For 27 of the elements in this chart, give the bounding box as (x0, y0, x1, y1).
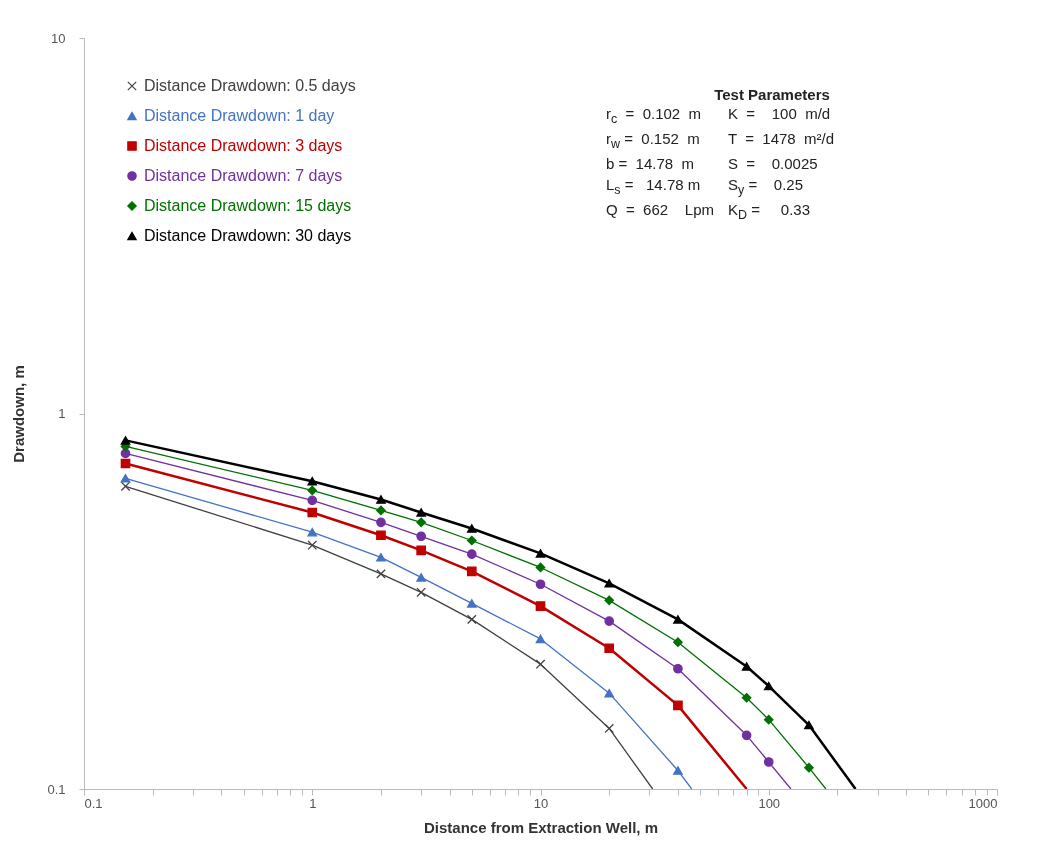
x-axis-title: Distance from Extraction Well, m (424, 818, 658, 836)
annotation: r$_{w}$ = 0.152 m (606, 130, 701, 151)
annotation: T = 1478 m²/d (728, 130, 836, 149)
legend-label: Distance Drawdown: 3 days (144, 137, 343, 154)
legend-label: Distance Drawdown: 15 days (144, 197, 352, 214)
legend-label: Distance Drawdown: 1 day (144, 107, 335, 124)
annotation: r$_{c}$ = 0.102 m (606, 105, 703, 126)
legend-label: Distance Drawdown: 0.5 days (144, 77, 356, 94)
y-tick-label: 0.1 (47, 781, 66, 797)
x-tick-label: 1000 (968, 795, 998, 811)
y-axis-title: Drawdown, m (10, 365, 28, 463)
x-tick-label: 0.1 (84, 795, 103, 811)
legend-label: Distance Drawdown: 30 days (144, 227, 352, 244)
annotation: S = 0.0025 (728, 155, 819, 172)
annotation: K$_{D}$ = 0.33 (728, 201, 811, 222)
annotation: b = 14.78 m (606, 155, 695, 172)
x-tick-label: 100 (758, 795, 781, 811)
annotation: L$_{s}$ = 14.78 m (606, 176, 702, 197)
annotation: Test Parameters (713, 86, 831, 103)
legend-label: Distance Drawdown: 7 days (144, 167, 343, 184)
x-tick-label: 1 (309, 795, 317, 811)
annotation: Q = 662 Lpm (606, 201, 715, 220)
y-tick-label: 1 (58, 406, 66, 421)
x-tick-label: 10 (533, 795, 549, 811)
annotation: S$_{y}$ = 0.25 (728, 176, 805, 197)
annotation: K = 100 m/d (728, 105, 832, 124)
y-tick-label: 10 (51, 30, 66, 46)
